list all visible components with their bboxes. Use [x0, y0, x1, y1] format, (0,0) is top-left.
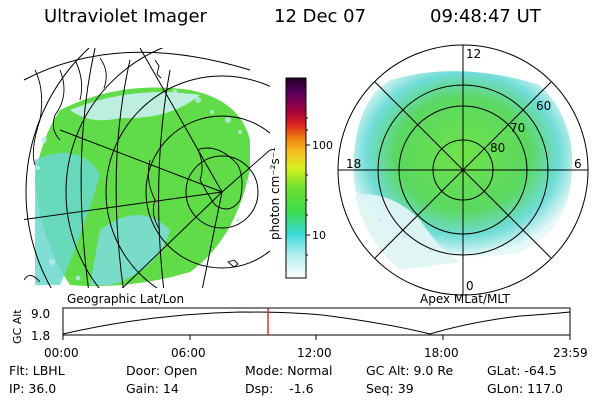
info-dsp: Dsp: -1.6 [245, 381, 314, 396]
info-door: Door: Open [126, 363, 198, 378]
mlt-label-right: 6 [574, 157, 582, 171]
info-filter: Flt: LBHL [9, 363, 65, 378]
mlt-label-left: 18 [346, 157, 361, 171]
geo-horizon [23, 51, 251, 81]
polar-aurora-cyan [355, 194, 460, 270]
altitude-plot: GC Alt 9.0 1.8 00:00 06:00 12:00 18:00 2… [11, 307, 588, 360]
mlt-label-bottom: 0 [466, 279, 474, 293]
geo-aurora-cyan-band [70, 92, 200, 121]
info-ip: IP: 36.0 [9, 381, 57, 396]
altitude-xtick-label: 18:00 [424, 346, 459, 360]
altitude-ytick: 9.0 [31, 307, 50, 321]
altitude-curve [62, 311, 571, 335]
altitude-xtick-label: 06:00 [171, 346, 206, 360]
polar-caption: Apex MLat/MLT [420, 292, 510, 306]
geo-caption: Geographic Lat/Lon [67, 292, 184, 306]
info-glon: GLon: 117.0 [487, 381, 563, 396]
coastline [24, 57, 243, 283]
mlat-label: 80 [490, 141, 505, 155]
mlat-label: 60 [536, 99, 551, 113]
geo-speckle [36, 89, 250, 281]
info-mode: Mode: Normal [245, 363, 333, 378]
altitude-xtick-label: 23:59 [553, 346, 588, 360]
mlt-label-top: 12 [466, 47, 481, 61]
header-date: 12 Dec 07 [274, 6, 367, 27]
polar-map-panel: 12 18 6 0 60 70 80 [337, 44, 589, 296]
altitude-xticks [62, 335, 571, 340]
colorbar-unit-label: photon cm⁻²s⁻¹ [268, 147, 282, 240]
geo-aurora-cyan-band [35, 152, 100, 285]
altitude-xtick-label: 00:00 [44, 346, 79, 360]
colorbar-tick-label: 100 [312, 139, 333, 152]
colorbar-tick-label: 10 [312, 229, 326, 242]
geographic-map-panel [24, 48, 270, 288]
geo-aurora-cyan-band [90, 215, 170, 285]
geo-latitude-circles [25, 48, 270, 288]
mlat-label: 70 [510, 121, 525, 135]
header-time: 09:48:47 UT [430, 6, 541, 27]
colorbar [285, 77, 307, 279]
colorbar-ticks [306, 117, 310, 256]
instrument-title: Ultraviolet Imager [44, 6, 207, 27]
info-seq: Seq: 39 [366, 381, 414, 396]
info-glat: GLat: -64.5 [487, 363, 557, 378]
info-gcalt: GC Alt: 9.0 Re [366, 363, 454, 378]
geo-longitude-lines [24, 48, 270, 288]
altitude-plot-frame [62, 307, 571, 336]
polar-grid [337, 44, 589, 296]
altitude-ylabel: GC Alt [11, 309, 24, 344]
altitude-ytick: 1.8 [31, 329, 50, 343]
altitude-xtick-label: 12:00 [297, 346, 332, 360]
geo-aurora-disk [35, 87, 250, 287]
info-gain: Gain: 14 [126, 381, 179, 396]
